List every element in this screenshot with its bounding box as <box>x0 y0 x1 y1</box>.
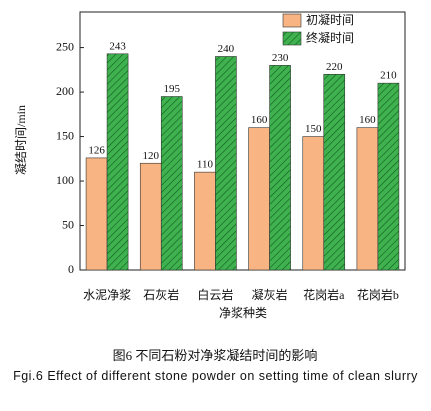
bar-hatch <box>377 83 399 270</box>
caption: 图6 不同石粉对净浆凝结时间的影响 <box>113 348 318 363</box>
value-label: 126 <box>88 144 105 156</box>
x-tick-label: 白云岩 <box>197 287 233 302</box>
plot-frame <box>79 11 406 271</box>
value-label: 243 <box>109 40 126 52</box>
caption-en-box: Fgi.6 Effect of different stone powder o… <box>13 369 418 383</box>
value-label: 120 <box>143 150 160 162</box>
y-tick-label: 100 <box>56 173 74 187</box>
y-tick-label: 150 <box>56 128 74 142</box>
y-axis-title: 凝结时间/min <box>13 105 28 175</box>
y-tick-label: 250 <box>56 39 74 53</box>
x-tick-label: 凝灰岩 <box>252 287 288 302</box>
y-tick-label: 50 <box>62 217 74 231</box>
value-label: 210 <box>380 70 397 82</box>
bar <box>248 127 270 271</box>
legend-swatch-hatch <box>283 32 301 45</box>
bar <box>194 171 216 271</box>
value-label: 240 <box>218 43 235 55</box>
x-tick-label: 花岗岩b <box>357 287 399 302</box>
bar-hatch <box>107 53 129 270</box>
value-label: 110 <box>197 159 214 171</box>
y-tick-label: 0 <box>68 262 74 276</box>
value-label: 230 <box>272 52 289 64</box>
bar-hatch <box>269 65 291 271</box>
x-tick-label: 花岗岩a <box>303 287 345 302</box>
caption-en: Fgi.6 Effect of different stone powder o… <box>13 369 418 383</box>
legend-label: 终凝时间 <box>306 30 354 45</box>
value-label: 220 <box>326 61 343 73</box>
bar-hatch <box>323 74 345 270</box>
value-label: 150 <box>305 123 322 135</box>
x-axis-title: 净浆种类 <box>219 305 267 320</box>
bar <box>85 157 108 271</box>
value-label: 160 <box>359 114 376 126</box>
bar <box>356 127 379 271</box>
bar-hatch <box>215 56 237 270</box>
x-tick-label: 水泥净浆 <box>83 287 131 302</box>
legend-label: 初凝时间 <box>306 12 354 27</box>
bar <box>139 162 162 271</box>
legend-swatch <box>282 13 302 28</box>
x-tick-label: 石灰岩 <box>143 287 179 302</box>
bar-hatch <box>161 96 183 270</box>
value-label: 160 <box>251 114 268 126</box>
y-tick-label: 200 <box>56 84 74 98</box>
bar <box>302 136 325 271</box>
value-label: 195 <box>164 83 181 95</box>
